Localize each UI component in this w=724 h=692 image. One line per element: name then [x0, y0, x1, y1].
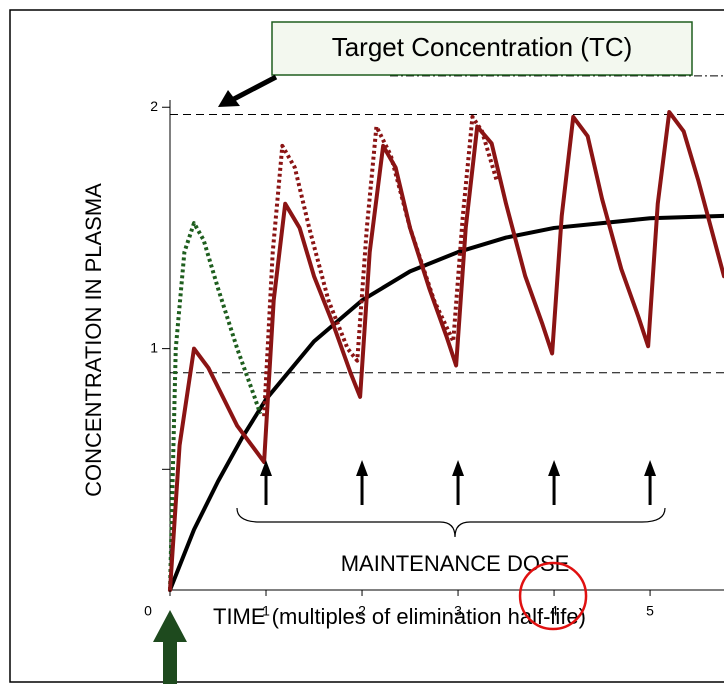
loading-arrow — [163, 638, 177, 684]
x-tick-label: 4 — [550, 603, 558, 619]
x-tick-label: 3 — [454, 603, 462, 619]
title-box — [271, 21, 693, 76]
y-tick-label: 2 — [150, 98, 158, 114]
curve — [168, 213, 724, 592]
x-tick-label: 5 — [646, 603, 654, 619]
y-axis-label: CONCENTRATION IN PLASMA — [81, 183, 106, 497]
dose-arrow-head — [260, 460, 273, 476]
y-tick-label: 1 — [150, 339, 158, 355]
x-tick-label: 1 — [262, 603, 270, 619]
annotation: MAINTENANCE DOSE — [341, 551, 570, 576]
dose-arrow-head — [452, 460, 465, 476]
x-tick-label: 0 — [144, 603, 152, 619]
dose-arrow-head — [548, 460, 561, 476]
highlight-circle — [518, 561, 588, 631]
brace — [236, 507, 666, 538]
dose-arrow-head — [356, 460, 369, 476]
curve — [262, 114, 499, 417]
x-axis-label: TIME (multiples of elimination half-life… — [213, 604, 586, 629]
x-tick-label: 2 — [358, 603, 366, 619]
curve — [168, 110, 724, 592]
frame — [9, 9, 724, 683]
title-arrow-head — [218, 90, 240, 107]
title-arrow — [230, 74, 278, 103]
chart-title: Target Concentration (TC) — [332, 32, 633, 62]
curve — [168, 221, 263, 591]
loading-arrow-head — [153, 610, 187, 642]
dose-arrow-head — [644, 460, 657, 476]
